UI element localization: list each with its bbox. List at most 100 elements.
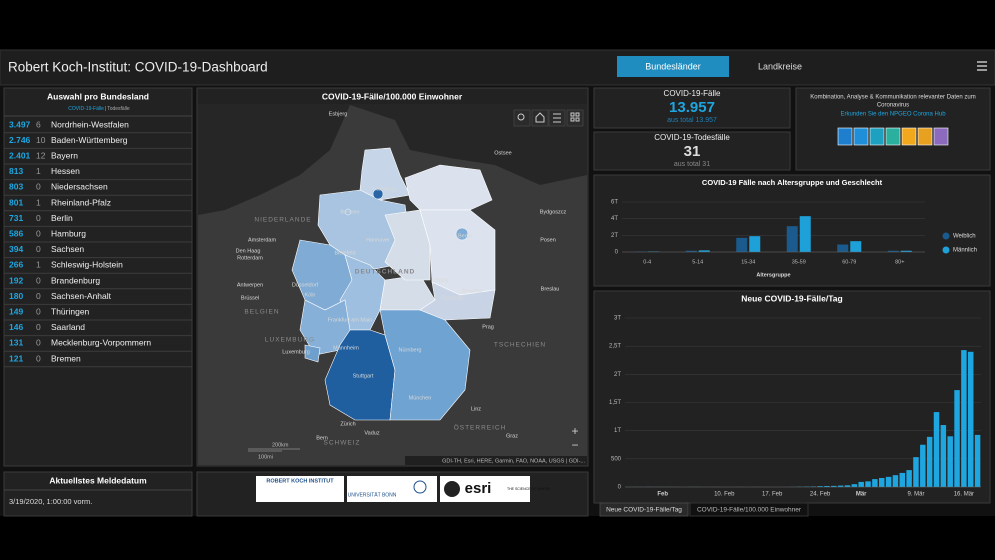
hub-icon[interactable] — [869, 127, 885, 146]
x-tick-label: 35-59 — [792, 259, 806, 265]
row-name: Hamburg — [51, 228, 86, 238]
y-tick-label: 6T — [611, 200, 618, 206]
row-cases: 801 — [9, 197, 23, 207]
row-deaths: 6 — [36, 119, 41, 129]
row-name: Schleswig-Holstein — [51, 260, 123, 270]
logo-esri-globe — [444, 481, 460, 497]
row-cases: 3.497 — [9, 119, 31, 129]
hub-icon[interactable] — [901, 127, 917, 146]
row-name: Baden-Württemberg — [51, 135, 128, 145]
list-title: Auswahl pro Bundesland — [47, 91, 149, 101]
scale-bar — [248, 448, 300, 452]
list-subtitle-part: | — [105, 106, 106, 112]
map-title: COVID-19-Fälle/100.000 Einwohner — [322, 91, 463, 101]
row-deaths: 0 — [36, 275, 41, 285]
bar — [940, 425, 947, 487]
state-bremen[interactable] — [344, 208, 352, 216]
zoom-out[interactable]: − — [571, 438, 578, 452]
logo-text: ROBERT KOCH INSTITUT — [266, 478, 334, 484]
list-row[interactable] — [5, 227, 191, 242]
legend-marker[interactable] — [942, 246, 950, 254]
y-tick-label: 500 — [611, 456, 622, 462]
list-row[interactable] — [5, 164, 191, 179]
list-row[interactable] — [5, 352, 191, 367]
scale-label: 100mi — [258, 454, 273, 460]
scale-label: 200km — [272, 442, 289, 448]
map-city-label: Chemnitz — [440, 295, 463, 301]
row-deaths: 0 — [36, 182, 41, 192]
hub-icon[interactable] — [853, 127, 869, 146]
row-deaths: 0 — [36, 244, 41, 254]
map-city-label: Frankfurt am Main — [328, 317, 373, 323]
report-date-title: Aktuellstes Meldedatum — [49, 475, 147, 485]
bottom-tab[interactable]: COVID-19-Fälle/100.000 Einwohner — [697, 507, 802, 514]
state-saarland[interactable] — [304, 344, 321, 363]
list-row[interactable] — [5, 149, 191, 164]
bar — [858, 481, 864, 487]
map-city-label: Köln — [304, 292, 315, 298]
kpi-total: aus total 31 — [674, 161, 710, 168]
state-hamburg[interactable] — [372, 188, 384, 200]
report-date-value: 3/19/2020, 1:00:00 vorm. — [9, 497, 92, 506]
row-deaths: 1 — [36, 166, 41, 176]
tab-active[interactable] — [617, 56, 729, 77]
map-city-label: München — [409, 395, 432, 401]
hub-icon[interactable] — [933, 127, 949, 146]
row-name: Thüringen — [51, 306, 90, 316]
map-city-label: Den Haag — [236, 248, 261, 254]
y-tick-label: 1,5T — [609, 400, 621, 406]
bottom-tab[interactable] — [689, 502, 809, 517]
y-tick-label: 2,5T — [609, 344, 621, 350]
bar — [844, 485, 851, 487]
legend-label[interactable]: Männlich — [953, 248, 977, 254]
x-tick-label: 0-4 — [643, 259, 651, 265]
map-city-label: Breslau — [541, 286, 560, 292]
tab[interactable]: Bundesländer — [645, 61, 701, 71]
map-tool-button[interactable] — [566, 109, 584, 127]
kpi-label: COVID-19-Todesfälle — [654, 133, 730, 142]
list-row[interactable] — [5, 305, 191, 320]
legend-marker[interactable] — [942, 232, 950, 240]
row-name: Sachsen-Anhalt — [51, 291, 112, 301]
list-row[interactable] — [5, 320, 191, 335]
bottom-tab-active[interactable] — [599, 502, 689, 517]
y-tick-label: 2T — [611, 233, 618, 239]
map-tool-button[interactable] — [513, 109, 531, 127]
info-text: Kombination, Analyse & Kommunikation rel… — [810, 95, 975, 101]
tab[interactable]: Landkreise — [758, 61, 802, 71]
map-city-label: Posen — [540, 237, 556, 243]
panel — [593, 131, 791, 171]
x-tick-label: Mär — [856, 492, 867, 498]
state-sachsen[interactable] — [419, 281, 496, 321]
row-deaths: 1 — [36, 197, 41, 207]
home-icon — [535, 112, 545, 123]
x-tick-label: 16. Mär — [954, 492, 974, 498]
logo-bonn — [347, 476, 437, 502]
info-link[interactable]: Erkunden Sie den NPGEO Corona Hub — [840, 112, 946, 118]
row-cases: 180 — [9, 291, 23, 301]
bar — [698, 250, 710, 252]
hub-icon[interactable] — [917, 127, 933, 146]
state-schleswig-holstein[interactable] — [359, 147, 411, 201]
list-row[interactable] — [5, 211, 191, 226]
map-city-label: Graz — [506, 433, 518, 439]
map-city-label: Rotterdam — [237, 255, 263, 261]
hub-icon[interactable] — [837, 127, 853, 146]
zoom-in[interactable]: + — [571, 424, 578, 438]
bar — [749, 236, 761, 252]
bar — [887, 250, 899, 252]
state-berlin[interactable] — [455, 227, 469, 241]
hub-icon[interactable] — [885, 127, 901, 146]
map-city-label: Nürnberg — [399, 347, 422, 353]
state-mecklenburg-vorpommern[interactable] — [404, 164, 493, 211]
map-city-label: Hannover — [366, 237, 390, 243]
list-row[interactable] — [5, 242, 191, 257]
row-deaths: 0 — [36, 306, 41, 316]
bottom-tab[interactable]: Neue COVID-19-Fälle/Tag — [606, 507, 682, 514]
kpi-value: 31 — [684, 143, 701, 160]
row-cases: 803 — [9, 182, 23, 192]
legend-label[interactable]: Weiblich — [953, 234, 976, 240]
row-name: Bayern — [51, 150, 78, 160]
row-cases: 586 — [9, 228, 23, 238]
row-deaths: 0 — [36, 213, 41, 223]
